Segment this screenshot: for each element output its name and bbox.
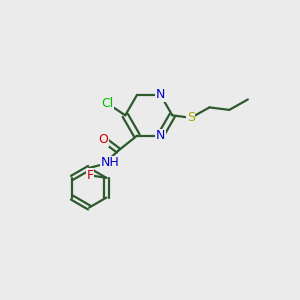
Text: Cl: Cl	[101, 97, 113, 110]
Text: N: N	[156, 129, 165, 142]
Text: N: N	[156, 88, 165, 101]
Text: S: S	[187, 111, 195, 124]
Text: NH: NH	[100, 156, 119, 170]
Text: O: O	[99, 133, 109, 146]
Text: F: F	[87, 169, 94, 182]
